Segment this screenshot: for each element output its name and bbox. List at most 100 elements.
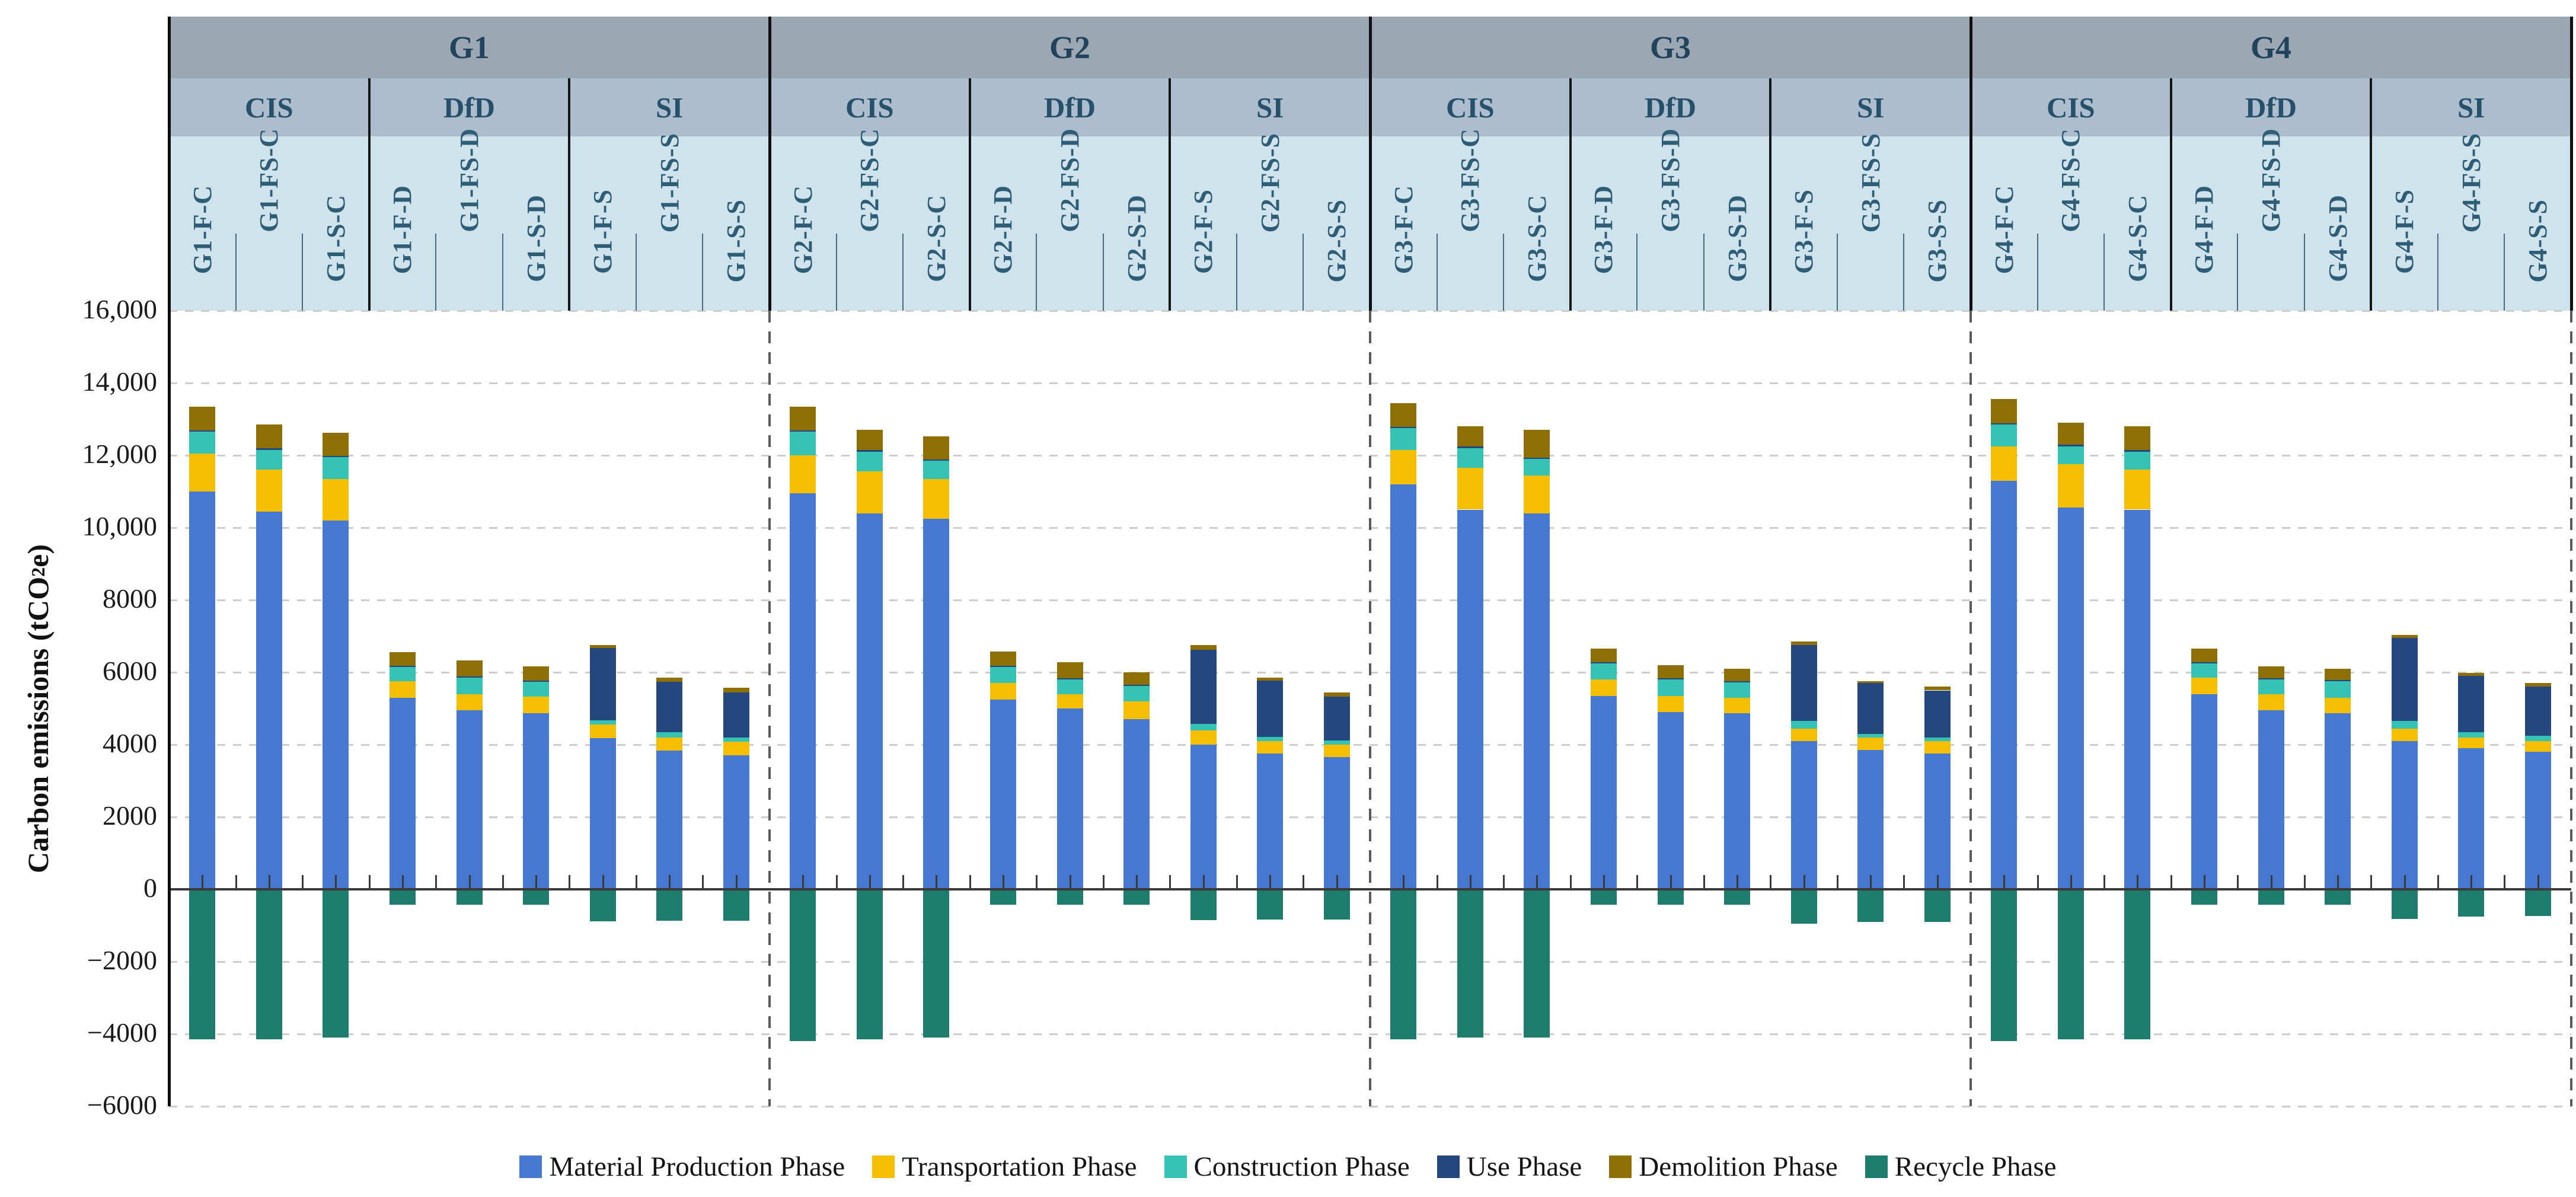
bar-segment-G4-F-D-use: [2191, 662, 2217, 663]
column-separator: [502, 234, 503, 311]
zero-axis-tick: [2270, 875, 2272, 889]
header-subgroup-G3-CIS: CIS: [1370, 78, 1571, 136]
bar-segment-G1-S-S-transportation: [723, 741, 749, 756]
bar-segment-G3-FS-S-demolition: [1857, 681, 1884, 684]
bar-segment-G4-S-S-material: [2524, 752, 2551, 889]
bar-segment-G1-F-D-material: [389, 697, 416, 889]
bar-segment-G2-FS-S-recycle: [1257, 889, 1284, 920]
column-label-text: G3-S-S: [1923, 199, 1952, 282]
bar-segment-G3-F-C-transportation: [1390, 449, 1417, 484]
legend-label-use: Use Phase: [1466, 1151, 1582, 1182]
y-tick-label--2000: −2000: [87, 945, 157, 975]
column-label-text: G2-F-D: [988, 184, 1018, 274]
column-label-text: G3-FS-S: [1856, 132, 1885, 232]
bar-segment-G4-FS-D-demolition: [2258, 666, 2284, 679]
column-label-G1-S-D: G1-S-D: [500, 136, 572, 282]
column-label-G3-FS-D: G3-FS-D: [1635, 128, 1706, 232]
zero-axis-tick: [1436, 875, 1438, 889]
bar-segment-G4-F-D-construction: [2191, 663, 2217, 678]
column-separator: [2504, 234, 2505, 311]
column-label-G1-F-S: G1-F-S: [567, 136, 639, 274]
bar-segment-G1-S-D-material: [523, 713, 550, 889]
zero-axis-tick: [502, 875, 504, 889]
legend-label-recycle: Recycle Phase: [1894, 1151, 2057, 1182]
bar-segment-G3-S-S-construction: [1924, 737, 1951, 741]
zero-axis-tick: [468, 875, 471, 889]
bar-segment-G2-F-D-transportation: [989, 683, 1016, 700]
bar-segment-G2-S-S-construction: [1323, 740, 1350, 745]
column-label-text: G2-FS-D: [1055, 128, 1084, 232]
bar-segment-G4-FS-C-construction: [2057, 446, 2084, 465]
bar-segment-G4-S-D-transportation: [2325, 697, 2351, 713]
bar-segment-G2-F-C-demolition: [790, 406, 816, 430]
bar-segment-G4-F-C-demolition: [1991, 399, 2018, 423]
bar-segment-G2-F-D-use: [989, 666, 1016, 667]
zero-axis-tick: [1603, 875, 1605, 889]
header-subgroup-label: DfD: [443, 91, 496, 124]
bar-segment-G3-F-C-demolition: [1390, 403, 1417, 427]
bar-segment-G2-F-D-recycle: [989, 889, 1016, 905]
header-subgroup-label: DfD: [1043, 91, 1096, 124]
bar-segment-G1-F-S-material: [589, 738, 616, 889]
bar-segment-G2-FS-C-transportation: [856, 471, 883, 513]
zero-axis-tick: [368, 875, 371, 889]
bar-segment-G2-F-C-recycle: [790, 889, 816, 1042]
bar-segment-G1-FS-C-material: [256, 511, 282, 889]
header-group-G2: G2: [770, 17, 1370, 78]
column-label-text: G4-FS-D: [2256, 128, 2285, 232]
bar-segment-G1-FS-C-use: [256, 448, 282, 450]
legend-swatch-demolition: [1609, 1155, 1632, 1178]
zero-axis-tick: [2103, 875, 2106, 889]
header-group-label: G4: [2250, 30, 2291, 65]
bar-segment-G2-FS-C-demolition: [856, 430, 883, 451]
legend-item-demolition: Demolition Phase: [1609, 1151, 1838, 1183]
bar-segment-G4-FS-S-use: [2458, 676, 2485, 732]
zero-axis-tick: [936, 875, 938, 889]
bar-segment-G3-FS-D-construction: [1657, 679, 1684, 696]
bar-segment-G4-F-S-material: [2391, 740, 2418, 889]
bar-segment-G4-FS-S-construction: [2458, 732, 2485, 738]
header-subgroup-label: DfD: [1644, 91, 1697, 124]
column-separator: [902, 234, 904, 311]
header-subgroup-label: CIS: [2046, 91, 2095, 124]
bar-segment-G1-F-C-material: [189, 491, 216, 889]
bar-segment-G2-S-D-demolition: [1123, 672, 1150, 685]
zero-axis-tick: [1936, 875, 1939, 889]
bar-segment-G3-S-C-transportation: [1524, 475, 1550, 513]
zero-axis-tick: [2370, 875, 2373, 889]
bar-segment-G3-F-C-material: [1390, 484, 1417, 889]
zero-axis-tick: [569, 875, 571, 889]
bar-segment-G1-FS-S-demolition: [656, 677, 683, 682]
bar-segment-G4-F-S-demolition: [2391, 635, 2418, 639]
column-separator: [302, 234, 304, 311]
bar-segment-G4-FS-D-use: [2258, 678, 2284, 680]
y-tick-label-16000: 16,000: [82, 294, 158, 324]
bar-segment-G3-S-D-use: [1724, 681, 1751, 683]
bar-segment-G2-S-D-use: [1123, 685, 1150, 687]
bar-segment-G1-S-D-use: [523, 681, 550, 682]
column-label-G2-S-S: G2-S-S: [1301, 136, 1372, 282]
zero-axis-tick: [2070, 875, 2072, 889]
column-label-G3-S-S: G3-S-S: [1902, 136, 1973, 282]
bar-segment-G2-FS-D-demolition: [1056, 662, 1083, 679]
zero-axis-tick: [735, 875, 738, 889]
column-label-G4-F-C: G4-F-C: [1968, 136, 2039, 274]
column-label-G2-S-C: G2-S-C: [901, 136, 972, 282]
column-label-text: G3-FS-D: [1656, 128, 1685, 232]
bar-segment-G4-S-C-material: [2124, 509, 2151, 889]
column-label-G4-S-D: G4-S-D: [2302, 136, 2373, 282]
bar-segment-G3-FS-C-demolition: [1457, 426, 1483, 447]
legend-swatch-use: [1437, 1155, 1460, 1178]
column-label-text: G1-F-S: [588, 189, 618, 274]
column-label-text: G3-F-S: [1789, 189, 1819, 274]
bar-segment-G1-S-D-recycle: [523, 889, 550, 905]
bar-segment-G3-F-S-construction: [1790, 721, 1817, 729]
header-group-G4: G4: [1971, 17, 2571, 78]
column-label-G3-S-C: G3-S-C: [1501, 136, 1572, 282]
bar-segment-G1-F-C-recycle: [189, 889, 216, 1040]
zero-axis-tick: [202, 875, 204, 889]
bar-segment-G2-FS-S-demolition: [1257, 678, 1284, 681]
zero-axis-tick: [1569, 875, 1572, 889]
bar-segment-G3-S-S-material: [1924, 754, 1951, 889]
